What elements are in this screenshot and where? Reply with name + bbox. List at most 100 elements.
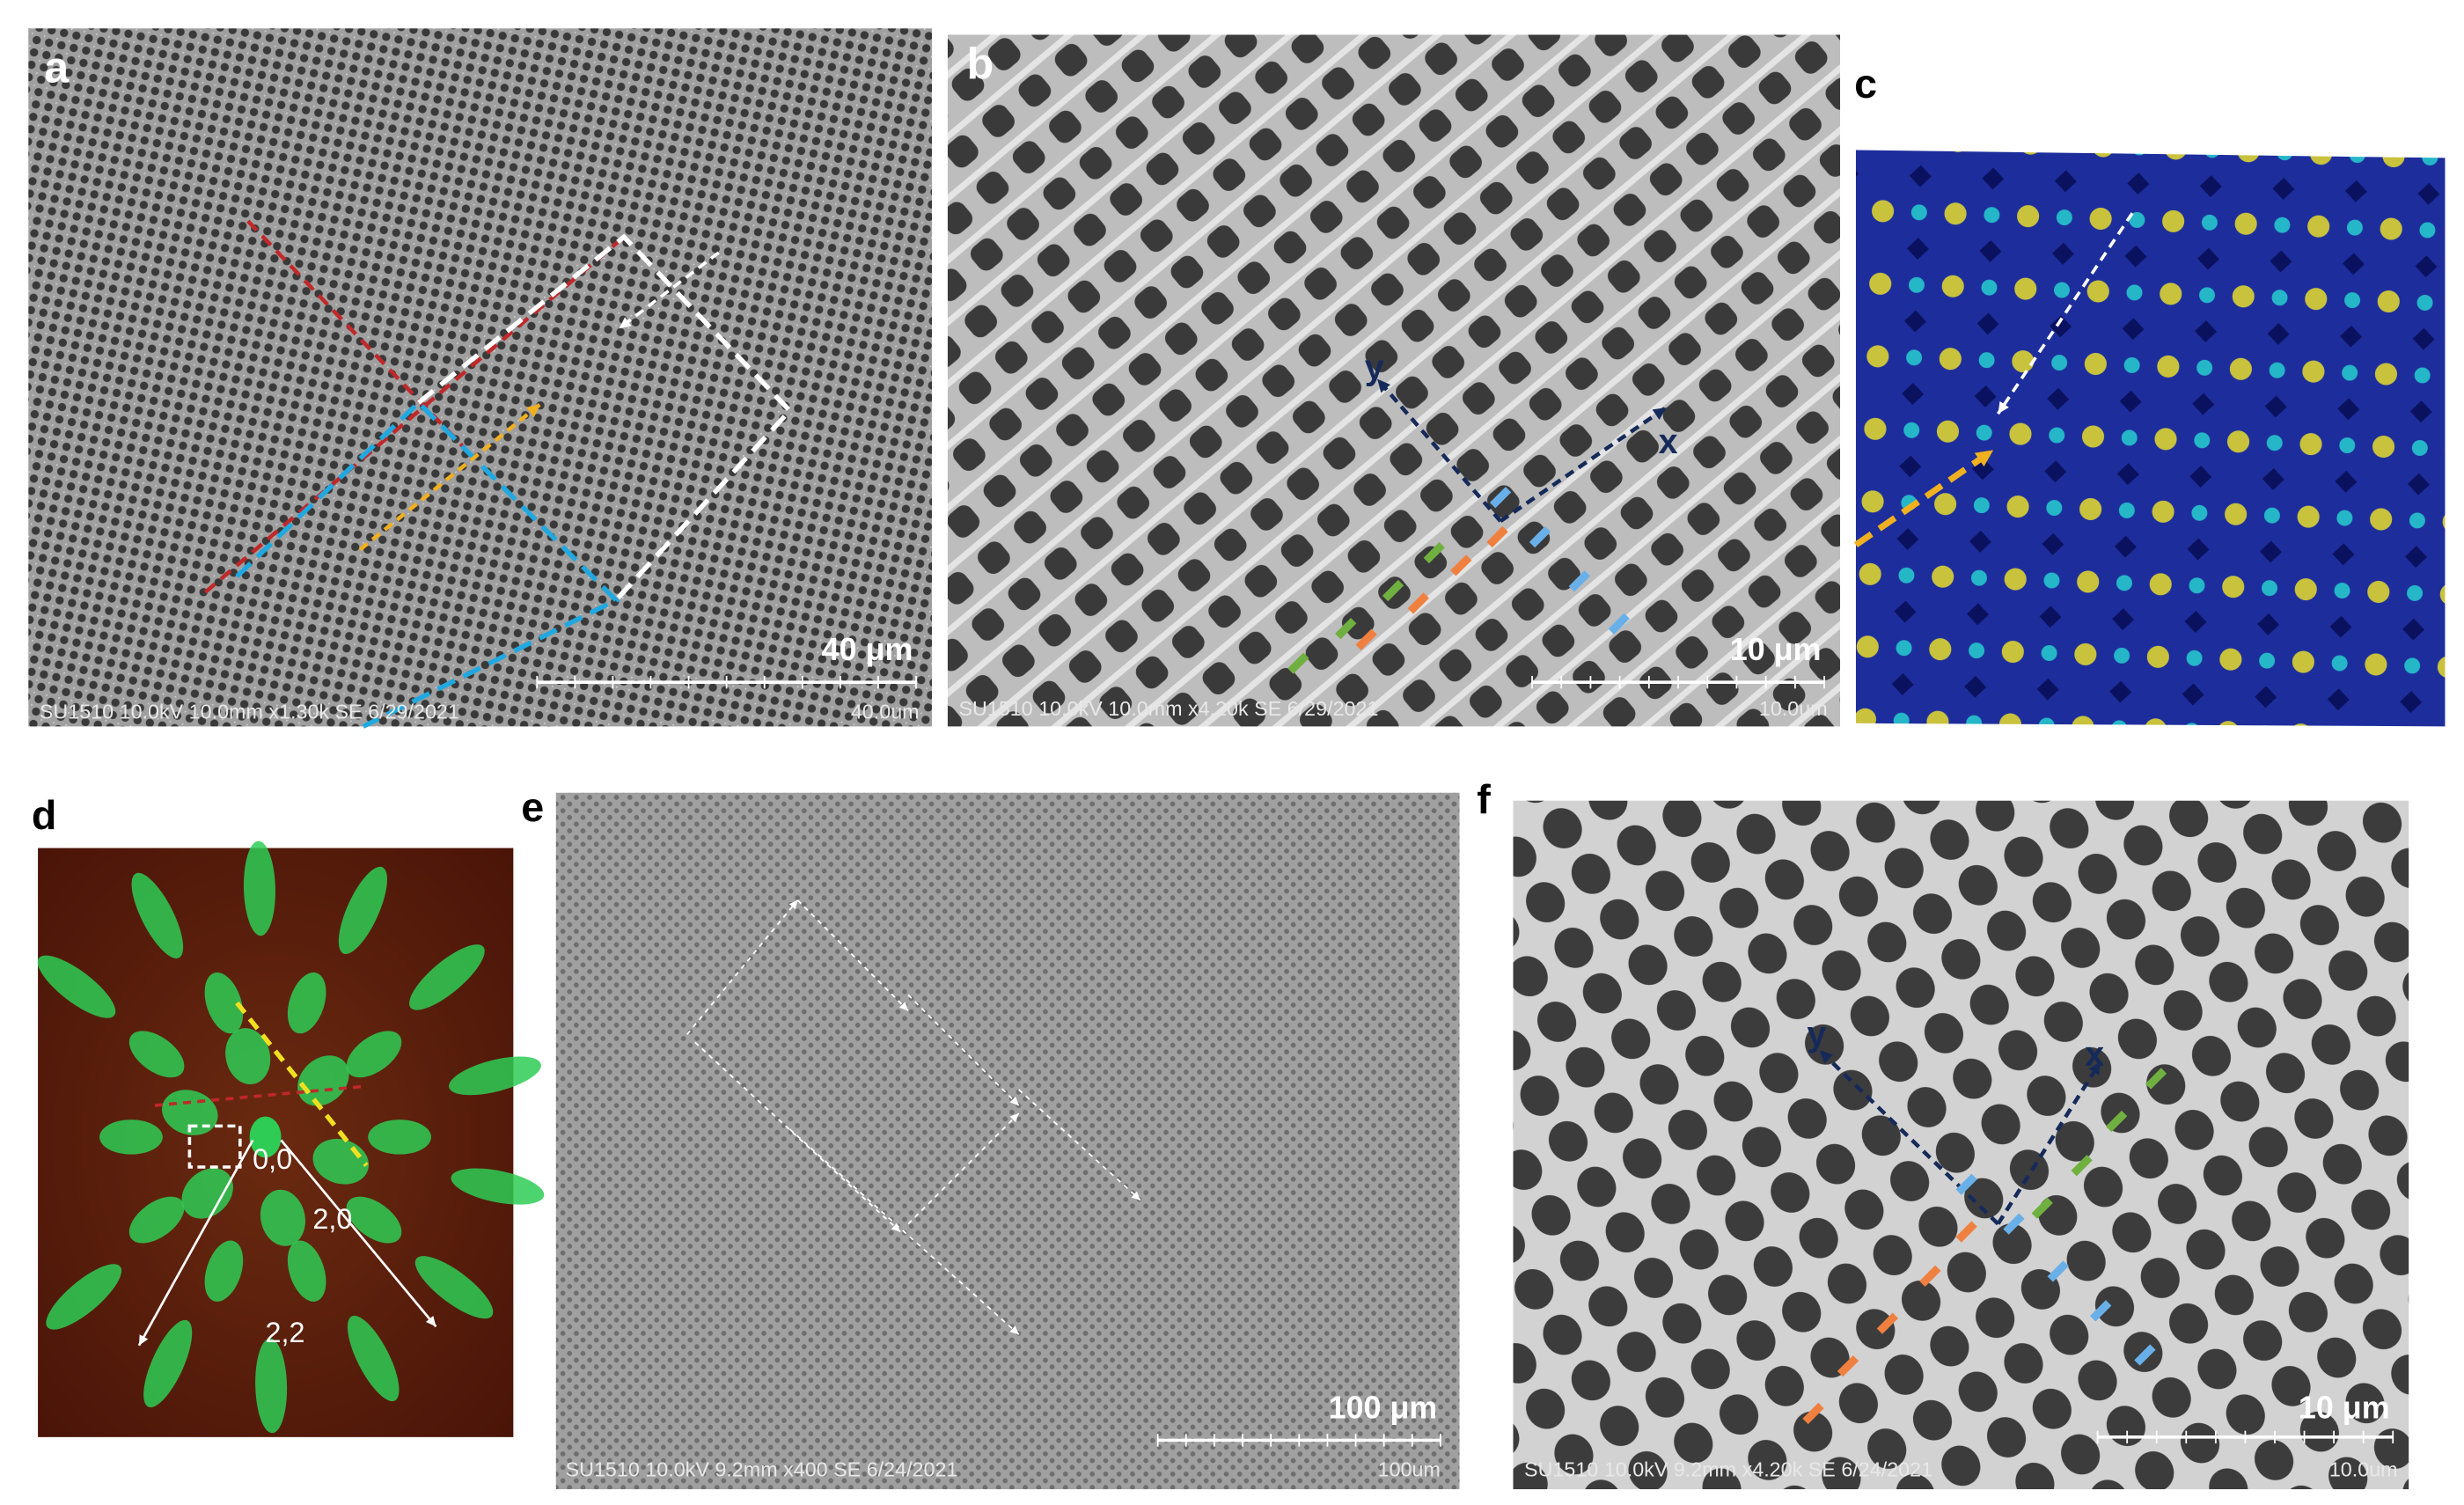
arrow-line — [788, 1128, 1020, 1335]
marker — [2145, 1068, 2167, 1090]
arrow-head — [526, 404, 540, 417]
arrow-head — [138, 1334, 149, 1346]
arrow-line — [796, 899, 909, 1012]
diffraction-spot — [287, 1240, 326, 1302]
marker — [1955, 1173, 1977, 1195]
text: 10 μm — [1730, 632, 1822, 667]
dashed-line — [235, 1001, 369, 1167]
text: e — [521, 784, 544, 830]
text: SU1510 10.0kV 10.0mm x1.30k SE 6/29/2021 — [40, 700, 459, 723]
text: 2,0 — [312, 1203, 352, 1235]
marker — [1382, 579, 1404, 602]
simulation-image — [1855, 150, 2446, 727]
marker — [1955, 1221, 1977, 1243]
marker — [1837, 1354, 1859, 1377]
text: 10 μm — [2299, 1390, 2390, 1425]
arrow-line — [1818, 1048, 2000, 1226]
marker — [1407, 592, 1429, 614]
arrow-line — [1499, 406, 1668, 523]
diffraction-spot — [255, 1338, 288, 1434]
diffraction-spot — [346, 1196, 402, 1244]
sem-image — [555, 792, 1460, 1490]
diffraction-spot — [297, 1055, 349, 1106]
diffraction-spot — [346, 1031, 402, 1078]
diffraction-spot — [37, 955, 116, 1018]
marker — [1489, 487, 1512, 509]
marker — [1529, 525, 1551, 548]
text: x — [2085, 1035, 2104, 1074]
arrow-line — [358, 402, 542, 552]
text: d — [32, 792, 57, 838]
diffraction-spot — [128, 1196, 185, 1244]
arrow-line — [1997, 212, 2134, 415]
arrow-line — [280, 1139, 437, 1328]
marker — [2047, 1260, 2069, 1282]
arrow-head — [788, 899, 798, 910]
marker — [2090, 1300, 2112, 1322]
text: y — [1365, 349, 1384, 387]
diffraction-spot — [128, 1031, 185, 1078]
marker — [1919, 1265, 1941, 1287]
dashed-box — [235, 399, 620, 729]
marker — [1355, 628, 1377, 650]
sem-image — [1513, 800, 2409, 1490]
arrow-line — [618, 251, 720, 330]
text: 100um — [1378, 1458, 1441, 1481]
arrow-head — [425, 1316, 436, 1327]
text: c — [1854, 61, 1877, 106]
text: f — [1477, 776, 1491, 822]
diffraction-spot — [368, 1120, 432, 1155]
diffraction-spot — [131, 872, 184, 958]
diffraction-spot — [347, 1315, 400, 1402]
dashed-line — [246, 219, 476, 459]
marker — [1568, 570, 1591, 592]
arrow-head — [1974, 450, 1994, 467]
text: 40.0um — [851, 700, 920, 723]
text: x — [1659, 422, 1678, 461]
arrow-head — [1819, 1050, 1834, 1064]
marker — [2105, 1110, 2128, 1133]
arrow-head — [898, 1002, 909, 1011]
marker — [2071, 1155, 2093, 1177]
dashed-line — [154, 1084, 363, 1107]
marker — [1486, 525, 1508, 548]
arrow-line — [686, 899, 799, 1035]
arrow-head — [1998, 400, 2009, 415]
diffraction-spot — [181, 1168, 233, 1219]
arrow-line — [137, 1139, 254, 1347]
arrow-line — [907, 1112, 1020, 1225]
text: 10.0um — [1759, 697, 1828, 720]
arrow-head — [1009, 1325, 1019, 1335]
text: SU1510 10.0kV 9.2mm x400 SE 6/24/2021 — [566, 1458, 958, 1481]
diffraction-spot — [99, 1120, 163, 1155]
marker — [2134, 1344, 2156, 1366]
text: 40 μm — [822, 632, 913, 667]
text: SU1510 10.0kV 10.0mm x4.20k SE 6/29/2021 — [958, 697, 1378, 720]
dashed-box — [416, 233, 794, 602]
diffraction-spot — [338, 866, 387, 954]
diffraction-spot — [449, 1056, 541, 1096]
marker — [1802, 1402, 1824, 1425]
marker — [1608, 613, 1630, 635]
diffraction-spot — [287, 972, 326, 1034]
sem-image — [947, 34, 1841, 727]
text: SU1510 10.0kV 9.2mm x4.20k SE 6/24/2021 — [1524, 1458, 1932, 1481]
text: 10.0um — [2329, 1458, 2398, 1481]
diffraction-spot — [225, 1028, 271, 1085]
marker — [1876, 1312, 1899, 1334]
shade — [28, 28, 932, 727]
text: b — [966, 40, 994, 89]
text: 2,2 — [266, 1317, 305, 1348]
marker — [1287, 652, 1309, 674]
arrow-head — [1009, 1096, 1019, 1106]
arrow-head — [1009, 1113, 1019, 1123]
text: a — [44, 42, 70, 92]
marker — [1450, 554, 1472, 576]
diffraction-spot — [260, 1189, 305, 1246]
arrow-head — [1131, 1191, 1140, 1200]
arrow-line — [907, 994, 1020, 1106]
arrow-line — [1018, 1089, 1141, 1201]
marker — [1423, 541, 1445, 564]
diffraction-spot — [143, 1319, 193, 1408]
